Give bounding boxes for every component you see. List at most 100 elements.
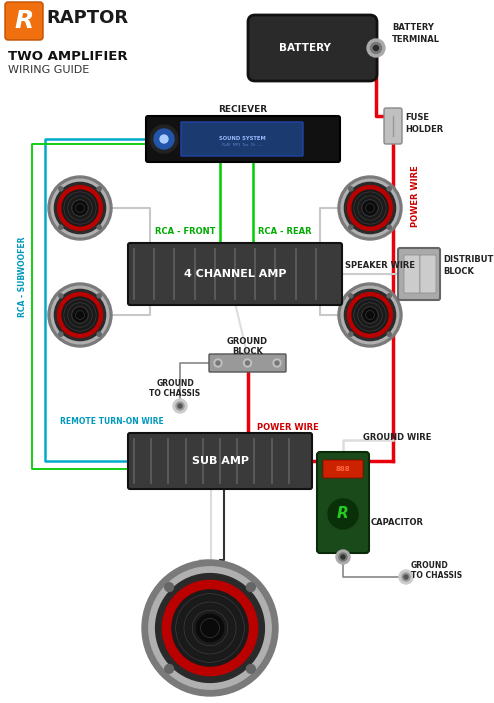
- FancyBboxPatch shape: [146, 116, 340, 162]
- Circle shape: [341, 179, 399, 237]
- FancyBboxPatch shape: [317, 452, 369, 553]
- Circle shape: [387, 225, 391, 229]
- Text: BATTERY: BATTERY: [279, 43, 330, 53]
- Circle shape: [404, 575, 408, 579]
- Circle shape: [344, 290, 396, 340]
- Circle shape: [348, 186, 392, 231]
- Circle shape: [387, 332, 391, 336]
- Circle shape: [399, 570, 413, 584]
- Circle shape: [352, 297, 388, 333]
- Text: BLOCK: BLOCK: [232, 347, 263, 356]
- Circle shape: [214, 359, 222, 367]
- Text: POWER WIRE: POWER WIRE: [411, 165, 419, 227]
- Circle shape: [59, 225, 63, 229]
- Text: RCA - REAR: RCA - REAR: [257, 226, 311, 236]
- Circle shape: [62, 190, 98, 226]
- Circle shape: [156, 574, 264, 683]
- Circle shape: [54, 182, 106, 233]
- FancyBboxPatch shape: [420, 255, 436, 293]
- Circle shape: [273, 359, 281, 367]
- Circle shape: [48, 176, 112, 240]
- Text: HOLDER: HOLDER: [405, 126, 443, 134]
- Circle shape: [247, 583, 255, 591]
- Circle shape: [62, 297, 98, 333]
- Circle shape: [367, 39, 385, 57]
- Text: GROUND: GROUND: [156, 380, 194, 389]
- Circle shape: [97, 332, 101, 336]
- Circle shape: [48, 283, 112, 347]
- Text: BLOCK: BLOCK: [443, 268, 474, 276]
- Circle shape: [150, 125, 178, 153]
- Text: DISTRIBUTION: DISTRIBUTION: [443, 255, 494, 264]
- Circle shape: [176, 402, 184, 410]
- Text: RECIEVER: RECIEVER: [218, 105, 268, 115]
- Circle shape: [352, 190, 388, 226]
- Circle shape: [160, 135, 168, 143]
- Circle shape: [216, 361, 220, 365]
- Circle shape: [74, 202, 86, 214]
- Text: 888: 888: [336, 466, 350, 472]
- Circle shape: [338, 176, 402, 240]
- Circle shape: [173, 399, 187, 413]
- Text: GROUND: GROUND: [411, 560, 449, 569]
- Circle shape: [364, 202, 376, 214]
- FancyBboxPatch shape: [404, 255, 420, 293]
- Circle shape: [364, 309, 376, 321]
- Circle shape: [172, 590, 248, 666]
- Text: SUB AMP: SUB AMP: [192, 456, 248, 466]
- Circle shape: [387, 294, 391, 298]
- Text: RCA - FRONT: RCA - FRONT: [155, 226, 215, 236]
- Circle shape: [349, 294, 353, 298]
- Text: RCA - SUBWOOFER: RCA - SUBWOOFER: [17, 236, 27, 317]
- Circle shape: [275, 361, 279, 365]
- FancyBboxPatch shape: [398, 248, 440, 300]
- Text: CAPACITOR: CAPACITOR: [371, 518, 424, 527]
- FancyBboxPatch shape: [248, 15, 377, 81]
- Circle shape: [149, 567, 271, 689]
- FancyBboxPatch shape: [209, 354, 286, 372]
- Text: GROUND: GROUND: [227, 337, 268, 345]
- FancyBboxPatch shape: [128, 243, 342, 305]
- Circle shape: [349, 187, 353, 191]
- Circle shape: [348, 292, 392, 337]
- Text: BATTERY: BATTERY: [392, 23, 434, 32]
- Circle shape: [349, 225, 353, 229]
- Circle shape: [373, 46, 378, 51]
- Text: WIRING GUIDE: WIRING GUIDE: [8, 65, 89, 75]
- Text: REMOTE TURN-ON WIRE: REMOTE TURN-ON WIRE: [60, 416, 164, 425]
- FancyBboxPatch shape: [5, 2, 43, 40]
- Text: SPEAKER WIRE: SPEAKER WIRE: [345, 262, 415, 271]
- Circle shape: [51, 179, 109, 237]
- Circle shape: [58, 292, 102, 337]
- Circle shape: [328, 499, 358, 529]
- Text: R: R: [14, 9, 34, 33]
- Circle shape: [59, 187, 63, 191]
- Circle shape: [142, 560, 278, 696]
- Circle shape: [341, 555, 345, 559]
- Circle shape: [349, 332, 353, 336]
- Circle shape: [74, 309, 86, 321]
- Text: PLAY  MP3  Tue  Ch  ----: PLAY MP3 Tue Ch ----: [222, 143, 262, 147]
- FancyBboxPatch shape: [323, 460, 363, 478]
- Text: 4 CHANNEL AMP: 4 CHANNEL AMP: [184, 269, 286, 279]
- Circle shape: [97, 187, 101, 191]
- Text: POWER WIRE: POWER WIRE: [256, 423, 318, 432]
- Text: SOUND SYSTEM: SOUND SYSTEM: [219, 136, 265, 141]
- Circle shape: [178, 404, 182, 408]
- Circle shape: [339, 553, 347, 561]
- Circle shape: [387, 187, 391, 191]
- Text: GROUND WIRE: GROUND WIRE: [363, 432, 431, 441]
- Circle shape: [246, 361, 249, 365]
- Text: TO CHASSIS: TO CHASSIS: [150, 389, 201, 399]
- Circle shape: [165, 664, 173, 673]
- Circle shape: [54, 290, 106, 340]
- Text: FUSE: FUSE: [405, 113, 429, 122]
- Text: R: R: [337, 506, 349, 522]
- Circle shape: [244, 359, 251, 367]
- Circle shape: [344, 182, 396, 233]
- Circle shape: [197, 614, 224, 642]
- Circle shape: [336, 550, 350, 564]
- Circle shape: [163, 581, 257, 676]
- Text: RAPTOR: RAPTOR: [46, 9, 128, 27]
- Circle shape: [97, 294, 101, 298]
